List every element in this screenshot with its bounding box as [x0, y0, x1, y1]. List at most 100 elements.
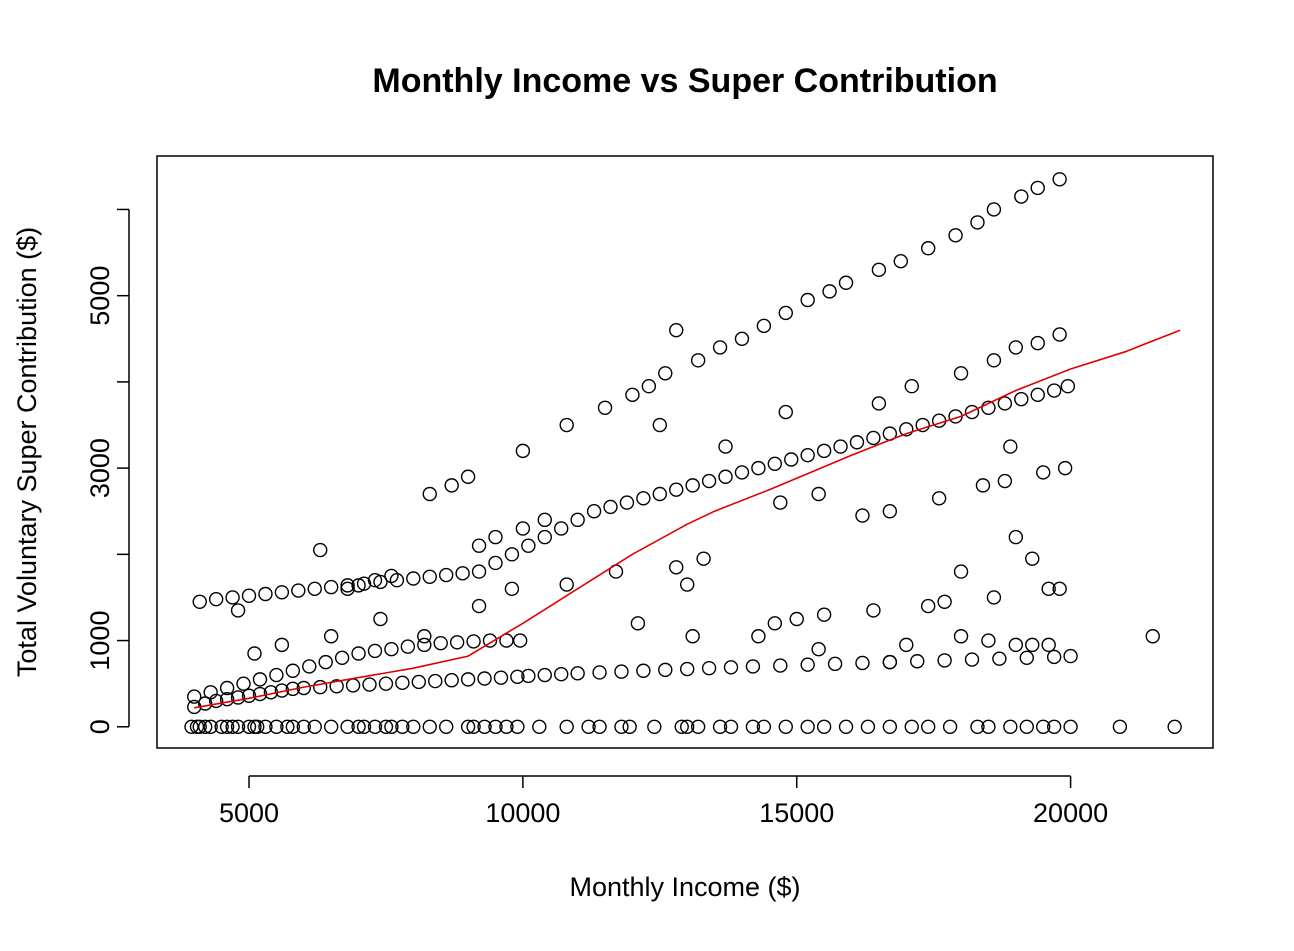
x-tick-label: 5000: [219, 798, 279, 828]
data-point: [800, 292, 815, 308]
data-point: [685, 629, 700, 644]
data-point: [230, 719, 246, 734]
data-point: [953, 564, 969, 579]
data-point: [241, 588, 257, 603]
data-point: [302, 659, 317, 674]
data-point: [1052, 172, 1067, 187]
data-point: [537, 667, 552, 683]
data-point: [745, 659, 761, 674]
data-point: [669, 560, 684, 575]
data-point: [307, 719, 322, 734]
data-point: [471, 598, 487, 614]
data-point: [712, 719, 728, 734]
data-point: [433, 635, 448, 651]
data-point: [882, 719, 898, 734]
data-point: [296, 719, 311, 734]
data-point: [340, 578, 355, 593]
data-point: [981, 400, 996, 415]
data-point: [734, 465, 750, 480]
data-point: [1046, 719, 1062, 734]
data-point: [367, 643, 383, 659]
data-point: [855, 655, 870, 671]
data-point: [417, 637, 432, 653]
data-point: [559, 577, 574, 592]
data-point: [362, 677, 377, 692]
data-point: [679, 719, 695, 734]
data-point: [219, 691, 235, 707]
data-point: [871, 262, 887, 278]
plot-frame: [156, 155, 1214, 749]
data-point: [230, 603, 246, 618]
data-point: [778, 404, 793, 420]
data-point: [756, 719, 772, 734]
data-point: [1014, 189, 1029, 204]
data-point: [997, 396, 1013, 411]
data-point: [816, 607, 832, 622]
data-point: [953, 629, 969, 644]
x-axis-label: Monthly Income ($): [569, 872, 800, 902]
data-point: [521, 668, 536, 684]
data-point: [219, 719, 235, 734]
data-point: [1008, 340, 1024, 355]
data-point: [351, 719, 366, 734]
data-point: [307, 581, 322, 597]
data-point: [800, 657, 815, 672]
data-point: [838, 275, 854, 290]
data-point: [351, 578, 366, 593]
data-point: [395, 675, 410, 691]
data-point: [482, 633, 498, 648]
data-point: [882, 504, 898, 519]
data-point: [406, 571, 421, 586]
x-tick-label: 20000: [1033, 798, 1108, 828]
data-point: [904, 719, 919, 734]
data-point: [241, 719, 257, 734]
data-point: [734, 331, 750, 346]
data-point: [438, 567, 454, 583]
data-point: [970, 215, 985, 230]
data-point: [920, 241, 936, 256]
data-point: [406, 719, 421, 734]
data-point: [493, 670, 509, 685]
data-point: [866, 603, 881, 618]
data-point: [827, 656, 843, 672]
data-point: [1036, 719, 1051, 734]
data-point: [1014, 391, 1029, 407]
data-point: [373, 611, 388, 627]
data-point: [636, 663, 651, 678]
data-point: [986, 202, 1002, 217]
data-point: [860, 719, 876, 734]
data-point: [893, 253, 909, 269]
data-point: [537, 512, 552, 528]
data-point: [510, 669, 525, 684]
data-point: [428, 673, 443, 689]
data-point: [986, 353, 1002, 368]
data-point: [225, 719, 240, 734]
data-point: [444, 478, 459, 493]
data-point: [367, 719, 383, 734]
data-point: [970, 719, 985, 734]
data-point: [274, 585, 290, 600]
data-point: [1112, 719, 1128, 734]
data-point: [1025, 637, 1040, 653]
data-point: [619, 495, 635, 510]
data-point: [756, 318, 772, 334]
data-point: [444, 673, 459, 688]
data-point: [674, 719, 689, 734]
data-point: [811, 486, 826, 502]
data-point: [690, 353, 706, 368]
data-point: [340, 581, 355, 597]
data-point: [910, 654, 925, 669]
data-point: [937, 653, 952, 668]
data-point: [592, 665, 607, 680]
data-point: [1052, 327, 1067, 342]
data-point: [767, 456, 783, 472]
data-point: [323, 719, 339, 734]
data-point: [438, 719, 454, 734]
data-point: [499, 719, 514, 734]
data-point: [559, 719, 574, 734]
data-point: [466, 634, 481, 649]
data-point: [449, 635, 465, 650]
data-point: [981, 633, 996, 648]
